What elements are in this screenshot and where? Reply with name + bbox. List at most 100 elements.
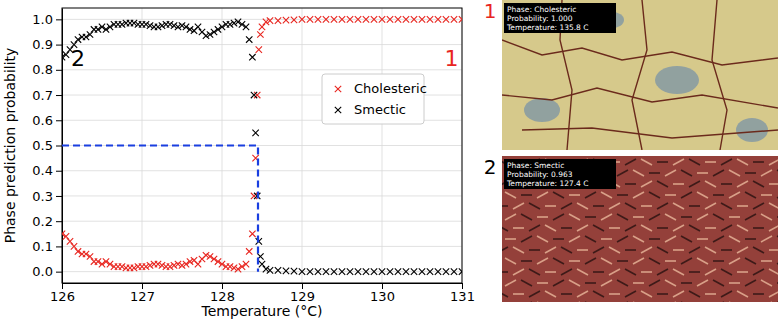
image-texture (777, 236, 778, 242)
image-texture (569, 280, 580, 286)
point (256, 46, 262, 52)
point (339, 16, 345, 22)
image-texture (553, 280, 564, 286)
image-texture (705, 227, 716, 229)
tick: 0.5 (32, 138, 62, 153)
point (251, 92, 257, 98)
image-texture (617, 170, 628, 176)
tick: 128 (210, 283, 235, 304)
point (331, 268, 337, 274)
point (363, 16, 369, 22)
point (246, 36, 252, 42)
image-texture (577, 249, 588, 251)
image-texture (529, 291, 540, 297)
image-texture (681, 216, 692, 218)
point (427, 268, 433, 274)
point (195, 261, 201, 267)
caption-text: Probability: 1.000 (507, 14, 573, 23)
tick: 0.3 (32, 189, 62, 204)
tick: 126 (50, 283, 75, 304)
image-texture (553, 258, 564, 264)
image-texture (721, 249, 732, 251)
image-texture (625, 225, 636, 231)
image-texture (729, 170, 740, 176)
image-texture (513, 269, 524, 275)
image-texture (665, 280, 676, 286)
image-texture (521, 236, 532, 242)
image-texture (545, 225, 556, 231)
plot-frame (62, 8, 462, 283)
plot-area (62, 16, 462, 275)
point (403, 268, 409, 274)
panel-label: 1 (484, 0, 497, 23)
tick: 0.0 (32, 264, 62, 279)
image-texture (761, 236, 772, 242)
point (63, 51, 69, 57)
image-texture (697, 192, 708, 198)
image-texture (601, 192, 612, 198)
image-texture (641, 247, 652, 253)
image-texture (745, 258, 756, 264)
image-background (502, 0, 778, 150)
image-texture (745, 192, 756, 198)
image-texture (705, 181, 716, 187)
image-texture (625, 291, 636, 297)
image-texture (665, 236, 676, 242)
image-texture (689, 205, 700, 207)
image-texture (681, 236, 692, 242)
series (62, 19, 462, 275)
image-background (502, 156, 778, 302)
image-texture (617, 260, 628, 262)
image-texture (769, 291, 778, 297)
point (87, 253, 93, 259)
point (307, 268, 313, 274)
y-axis: 0.00.10.20.30.40.50.60.70.80.91.0 (32, 9, 62, 284)
image-texture (625, 159, 636, 165)
image-texture (553, 192, 564, 198)
image-texture (769, 225, 778, 231)
image-texture (625, 203, 636, 209)
image-texture (529, 203, 540, 209)
image-texture (561, 227, 572, 229)
image-texture (753, 181, 764, 187)
image-texture (705, 269, 716, 275)
image-texture (673, 269, 684, 275)
tick: 1.0 (32, 12, 62, 27)
image-texture (745, 238, 756, 240)
image-texture (657, 269, 668, 275)
image-texture (713, 280, 724, 286)
point (243, 24, 249, 30)
tick-label: 128 (210, 289, 235, 304)
image-texture (777, 170, 778, 176)
image-texture (753, 269, 764, 275)
image-texture (713, 236, 724, 242)
image-texture (697, 280, 708, 286)
image-texture (657, 203, 668, 209)
point (275, 267, 281, 273)
image-texture (777, 258, 778, 264)
tick-mark (222, 283, 223, 289)
image-texture (633, 258, 644, 264)
point (363, 268, 369, 274)
grid-line (62, 221, 462, 222)
image-texture (561, 293, 572, 295)
point (419, 268, 425, 274)
image-texture (545, 247, 556, 253)
tick-mark (56, 95, 62, 96)
image-texture (633, 236, 644, 242)
image-texture (529, 269, 540, 275)
tick-mark (56, 221, 62, 222)
tick-mark (56, 70, 62, 71)
image-texture (545, 205, 556, 207)
micrograph: Phase: CholestericProbability: 1.000Temp… (484, 0, 778, 150)
tick-mark (56, 146, 62, 147)
panel-label: 2 (484, 155, 497, 179)
image-texture (721, 269, 732, 275)
image-texture (681, 170, 692, 176)
x-axis-title: Temperature (°C) (201, 303, 323, 319)
image-texture (505, 214, 516, 220)
caption-text: Phase: Cholesteric (507, 5, 576, 14)
tick-label: 0.0 (32, 264, 53, 279)
image-texture (721, 183, 732, 185)
point (251, 193, 257, 199)
